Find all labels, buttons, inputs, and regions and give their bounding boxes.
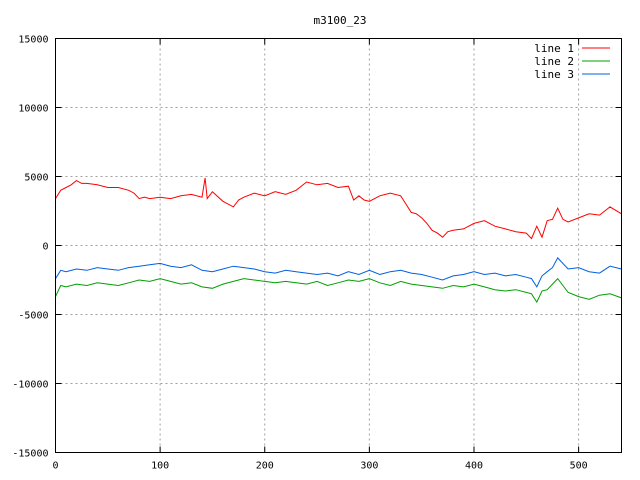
y-tick-label: 0 [42, 242, 48, 253]
plot-frame [55, 38, 622, 453]
chart-title: m3100_23 [314, 14, 367, 27]
y-axis-ticks: 15000 10000 5000 0 -5000 -10000 -15000 [12, 35, 622, 460]
series-line [55, 257, 622, 288]
legend-label: line 3 [534, 68, 574, 81]
series-lines [55, 177, 622, 304]
x-tick-label: 200 [256, 461, 274, 472]
x-axis-ticks: 0 100 200 300 400 500 [52, 38, 588, 472]
x-tick-label: 300 [360, 461, 378, 472]
series-line [55, 277, 622, 304]
series-line [55, 177, 622, 240]
grid-lines [55, 38, 622, 453]
y-tick-label: 10000 [18, 104, 48, 115]
legend-label: line 1 [534, 42, 574, 55]
x-tick-label: 0 [52, 461, 58, 472]
y-tick-label: 15000 [18, 35, 48, 46]
y-tick-label: 5000 [24, 173, 48, 184]
y-tick-label: -10000 [12, 380, 48, 391]
x-tick-label: 400 [465, 461, 483, 472]
legend-label: line 2 [534, 55, 574, 68]
y-tick-label: -15000 [12, 449, 48, 460]
y-tick-label: -5000 [18, 311, 48, 322]
x-tick-label: 500 [570, 461, 588, 472]
x-tick-label: 100 [151, 461, 169, 472]
